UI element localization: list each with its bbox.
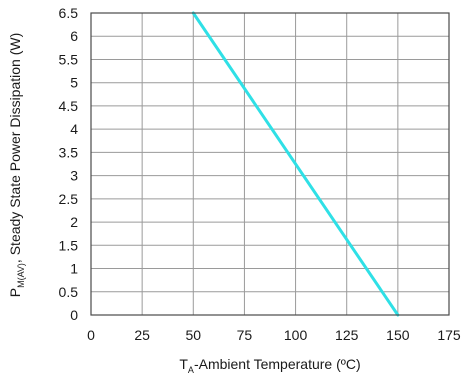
x-tick-label: 25 — [134, 327, 150, 343]
y-tick-label: 5 — [70, 75, 78, 91]
y-axis-title-subscript: M(AV) — [16, 263, 26, 288]
y-tick-label: 3.5 — [59, 144, 79, 160]
x-tick-label: 150 — [386, 327, 410, 343]
series-line — [191, 11, 400, 317]
y-tick-label: 2 — [70, 214, 78, 230]
series-layer — [191, 11, 400, 317]
y-tick-label: 6 — [70, 28, 78, 44]
x-tick-labels: 0 25 50 75 100 125 150 175 — [87, 327, 461, 343]
y-tick-label: 1.5 — [59, 237, 79, 253]
x-axis-title-text: -Ambient Temperature (ºC) — [194, 356, 361, 372]
y-tick-label: 3 — [70, 168, 78, 184]
y-tick-label: 0 — [70, 307, 78, 323]
x-tick-label: 50 — [185, 327, 201, 343]
y-axis-title-text: , Steady State Power Dissipation (W) — [7, 33, 23, 263]
x-axis-title-subscript: A — [188, 365, 194, 375]
plot-frame — [90, 12, 450, 316]
y-tick-label: 0.5 — [59, 284, 79, 300]
y-tick-label: 4.5 — [59, 98, 79, 114]
x-tick-label: 175 — [437, 327, 461, 343]
x-tick-label: 75 — [237, 327, 253, 343]
x-tick-label: 100 — [284, 327, 308, 343]
x-tick-label: 0 — [87, 327, 95, 343]
y-tick-label: 2.5 — [59, 191, 79, 207]
y-axis-title: PM(AV), Steady State Power Dissipation (… — [7, 33, 26, 298]
x-tick-label: 125 — [335, 327, 359, 343]
x-axis-title-prefix: T — [179, 356, 188, 372]
y-tick-label: 1 — [70, 261, 78, 277]
y-axis-title-prefix: P — [7, 288, 23, 297]
x-axis-title: TA-Ambient Temperature (ºC) — [179, 356, 360, 375]
y-tick-label: 6.5 — [59, 5, 79, 21]
y-tick-labels: 0 0.5 1 1.5 2 2.5 3 3.5 4 4.5 5 5.5 6 6.5 — [59, 5, 79, 323]
y-tick-label: 4 — [70, 121, 78, 137]
y-tick-label: 5.5 — [59, 51, 79, 67]
grid — [90, 12, 450, 316]
